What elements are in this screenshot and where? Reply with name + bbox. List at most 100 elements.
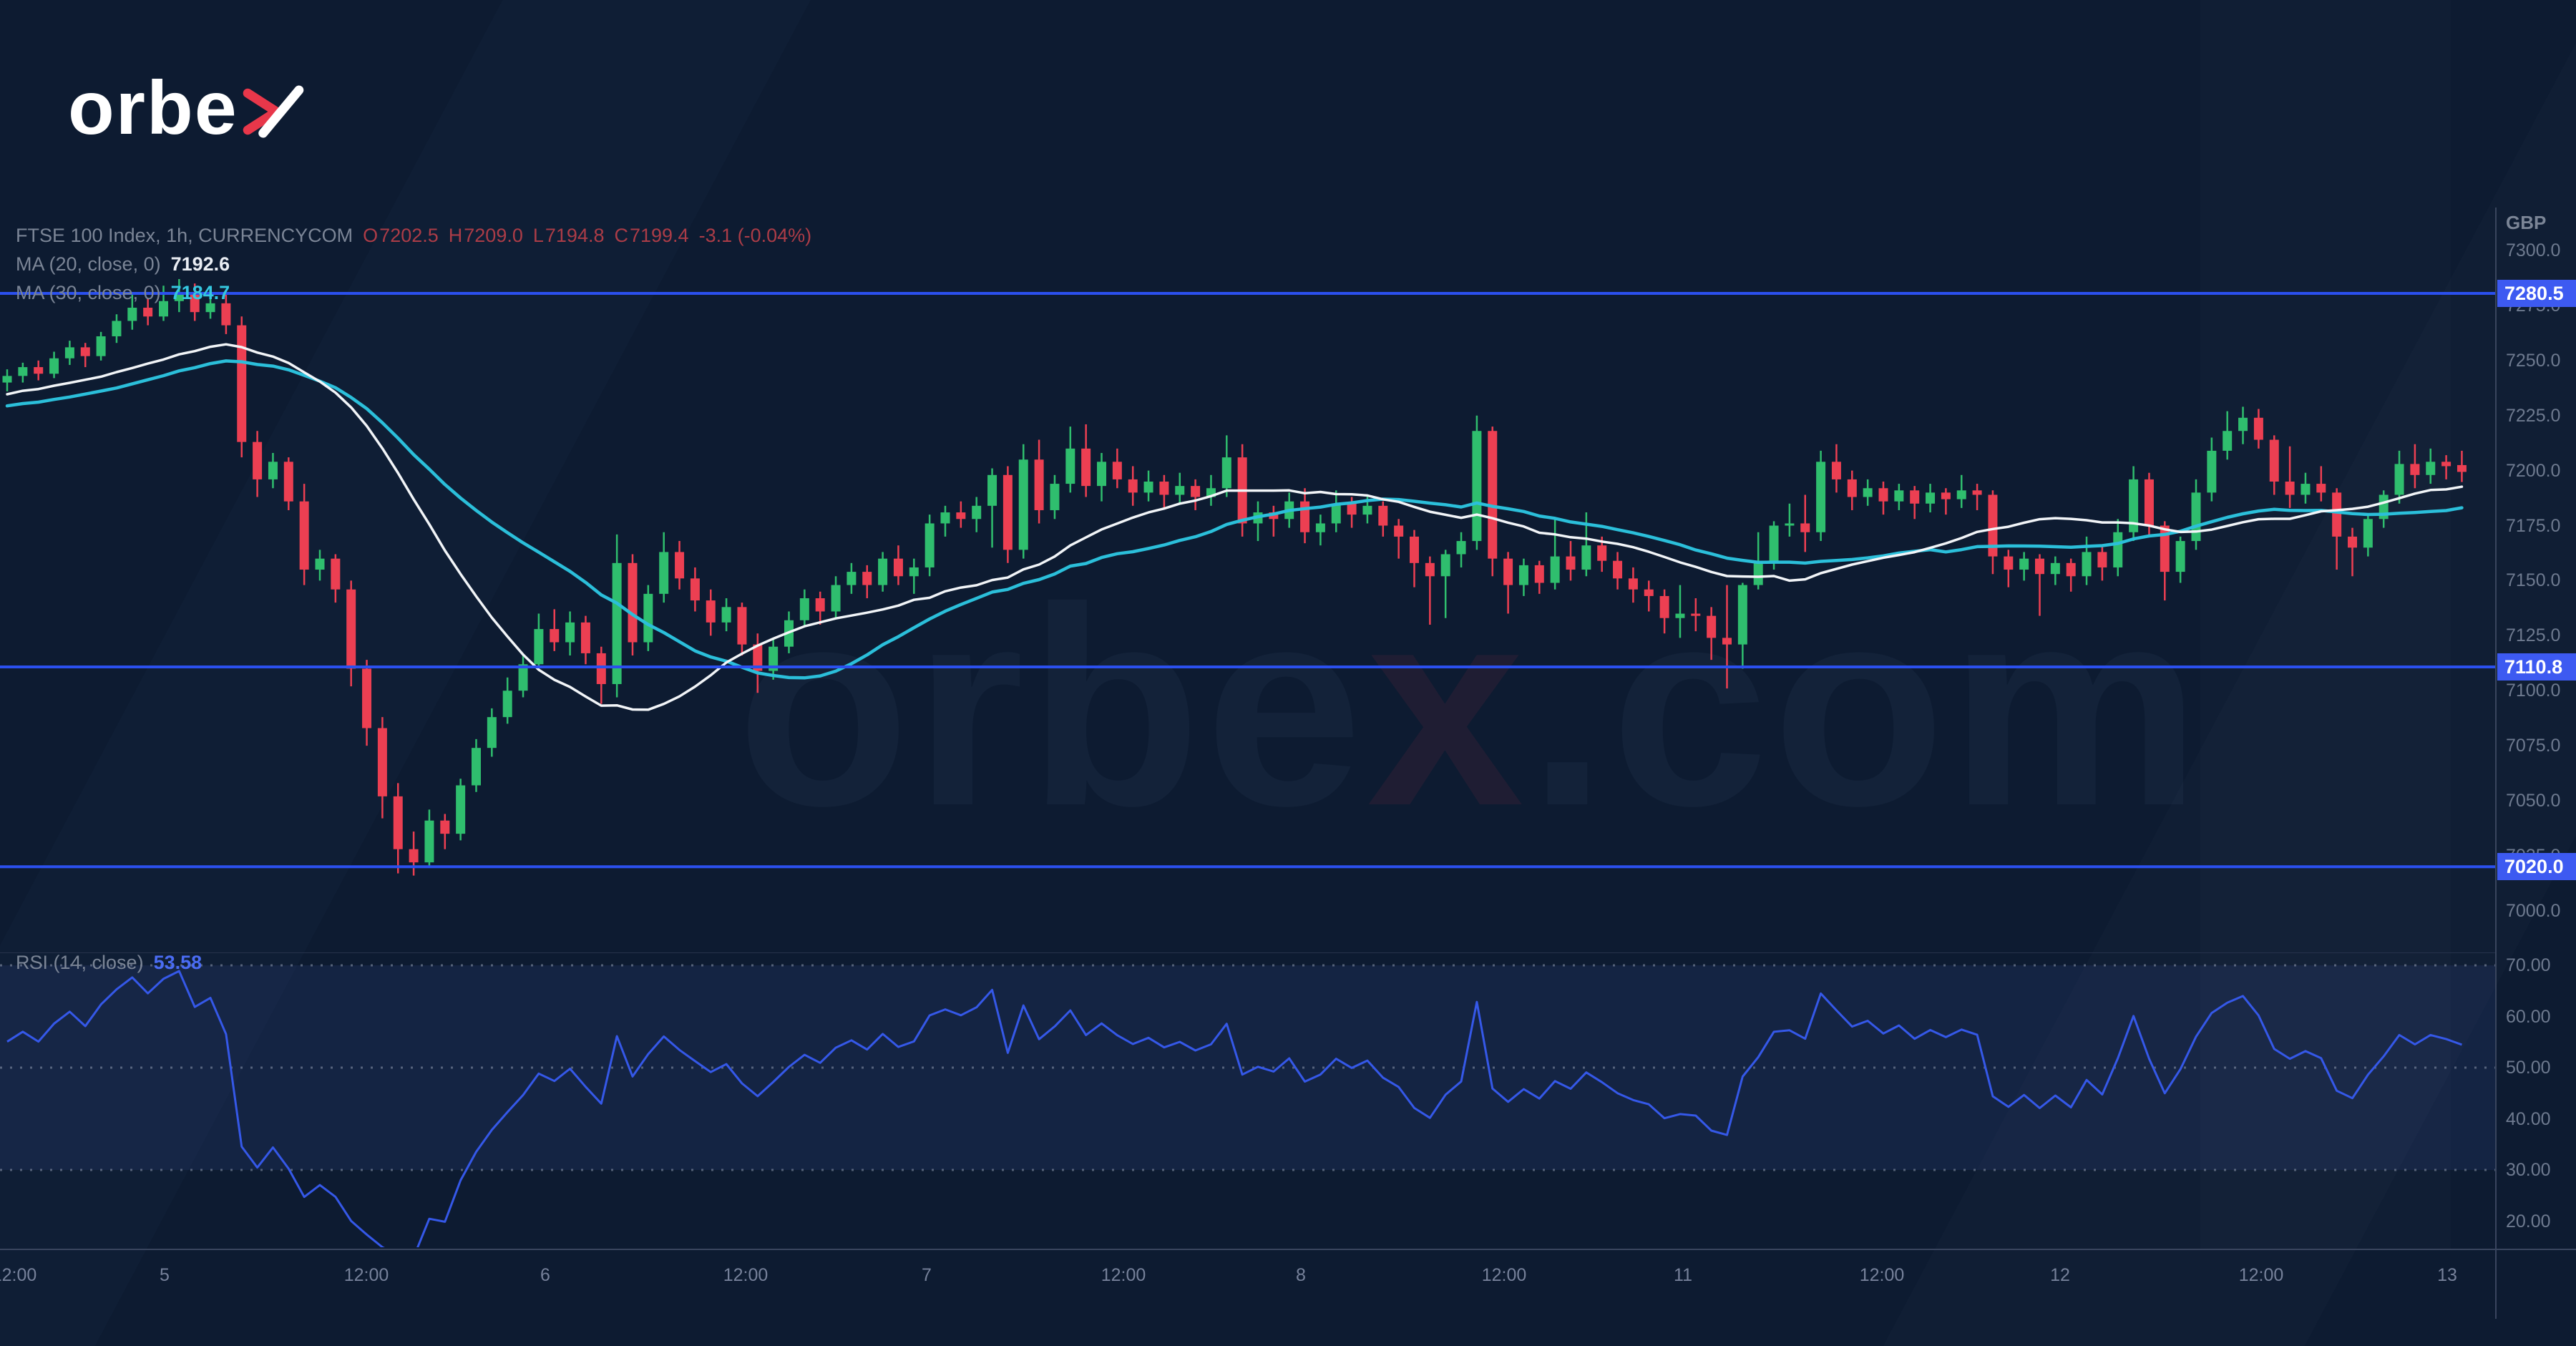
candle-up: [1331, 503, 1341, 524]
candle-up: [1065, 448, 1075, 484]
price-tick: 7000.0: [2506, 900, 2561, 921]
candle-down: [1034, 459, 1044, 510]
candle-down: [1691, 613, 1701, 616]
candle-up: [1472, 431, 1482, 542]
low-label: L: [532, 225, 544, 246]
price-level-badge[interactable]: 7280.5: [2497, 280, 2576, 307]
candle-down: [1800, 523, 1810, 532]
candle-down: [2160, 525, 2170, 572]
candle-down: [283, 462, 293, 502]
candle-down: [1628, 578, 1638, 590]
candle-up: [1097, 462, 1106, 487]
price-tick: 7225.0: [2506, 405, 2561, 426]
ma30-value: 7184.7: [170, 282, 230, 303]
candle-up: [1440, 554, 1450, 577]
candle-down: [690, 578, 700, 601]
candle-down: [393, 796, 403, 849]
watermark: orbex.com: [737, 544, 2205, 869]
candle-down: [706, 600, 716, 623]
logo-x-icon: [243, 85, 303, 138]
candle-up: [2082, 552, 2092, 577]
candle-up: [1221, 457, 1231, 489]
candle-down: [550, 629, 560, 643]
candle-up: [1518, 565, 1528, 585]
candle-down: [2410, 464, 2420, 475]
rsi-tick: 50.00: [2506, 1058, 2551, 1078]
candle-up: [456, 785, 466, 834]
candle-up: [940, 512, 950, 524]
candle-up: [799, 598, 809, 620]
symbol-legend[interactable]: FTSE 100 Index, 1h, CURRENCYCOM O 7202.5 …: [16, 225, 811, 247]
price-level-badge[interactable]: 7110.8: [2497, 653, 2576, 681]
candle-down: [237, 325, 247, 442]
rsi-tick: 70.00: [2506, 955, 2551, 975]
candle-up: [643, 593, 653, 643]
candle-down: [440, 820, 450, 834]
watermark-text: .com: [1528, 548, 2205, 864]
candle-down: [1566, 556, 1576, 570]
candle-down: [1347, 503, 1357, 515]
candle-down: [1503, 558, 1513, 585]
candle-up: [2129, 479, 2139, 532]
time-tick: 6: [540, 1265, 550, 1285]
ma30-legend[interactable]: MA (30, close, 0) 7184.7: [16, 282, 230, 304]
open-label: O: [363, 225, 379, 246]
price-tick: 7200.0: [2506, 460, 2561, 481]
candle-down: [346, 589, 356, 669]
candle-down: [1112, 462, 1122, 479]
candle-up: [1956, 490, 1966, 499]
candle-down: [2332, 492, 2342, 537]
candle-up: [1675, 613, 1685, 618]
price-tick: 7250.0: [2506, 350, 2561, 371]
candle-up: [96, 336, 106, 356]
candle-up: [769, 646, 779, 671]
candle-down: [1597, 545, 1607, 561]
candle-down: [253, 442, 263, 479]
candle-up: [1550, 556, 1560, 583]
candle-down: [815, 598, 825, 612]
candle-down: [2285, 481, 2295, 495]
symbol-title: FTSE 100 Index, 1h, CURRENCYCOM: [16, 225, 353, 246]
candle-down: [377, 728, 387, 796]
candle-down: [2441, 462, 2451, 467]
price-tick: 7150.0: [2506, 570, 2561, 591]
candle-up: [159, 301, 168, 317]
candle-down: [596, 653, 606, 684]
candle-up: [2223, 431, 2233, 451]
candle-down: [1394, 525, 1404, 537]
price-tick: 7100.0: [2506, 681, 2561, 701]
candle-up: [2301, 484, 2311, 495]
pane-separator[interactable]: [0, 952, 2495, 953]
time-tick: 12:00: [0, 1265, 37, 1285]
candle-up: [924, 523, 935, 567]
candle-down: [1613, 560, 1623, 579]
candle-down: [893, 558, 903, 577]
candle-up: [831, 585, 841, 612]
high-label: H: [448, 225, 463, 246]
candle-down: [675, 552, 685, 579]
candle-up: [2175, 541, 2185, 572]
candle-down: [2097, 552, 2107, 567]
candle-up: [2019, 558, 2029, 570]
candle-up: [518, 664, 528, 691]
candle-up: [112, 321, 122, 336]
candle-up: [502, 691, 512, 718]
candle-up: [205, 303, 215, 313]
candle-up: [987, 474, 997, 506]
candle-down: [1878, 488, 1888, 502]
watermark-text: orbe: [737, 548, 1367, 864]
candle-down: [1128, 479, 1138, 493]
candle-down: [1191, 486, 1201, 497]
time-tick: 12:00: [2238, 1265, 2284, 1285]
ma20-value: 7192.6: [170, 253, 230, 275]
high-value: 7209.0: [464, 225, 523, 246]
price-level-badge[interactable]: 7020.0: [2497, 853, 2576, 881]
ma20-legend[interactable]: MA (20, close, 0) 7192.6: [16, 253, 230, 275]
candle-up: [1456, 541, 1466, 555]
candle-down: [2348, 536, 2357, 548]
time-tick: 8: [1296, 1265, 1306, 1285]
rsi-legend[interactable]: RSI (14, close) 53.58: [16, 952, 202, 974]
candle-up: [487, 717, 497, 748]
